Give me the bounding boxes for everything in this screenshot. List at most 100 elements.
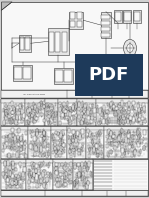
Bar — [133, 136, 135, 139]
Bar — [110, 103, 111, 108]
Bar — [32, 175, 33, 177]
Bar — [78, 149, 80, 152]
Bar — [96, 175, 98, 180]
Bar — [28, 169, 29, 172]
Bar — [76, 179, 77, 182]
Bar — [137, 113, 138, 115]
Bar — [97, 150, 99, 153]
Bar — [4, 168, 6, 170]
Bar — [16, 108, 18, 111]
Bar — [104, 166, 105, 171]
Bar — [79, 107, 80, 110]
Bar — [143, 146, 145, 148]
Bar — [112, 105, 115, 108]
Bar — [127, 131, 129, 135]
Bar — [43, 119, 45, 122]
Bar — [107, 120, 108, 125]
Bar — [115, 179, 117, 182]
Bar — [11, 147, 12, 149]
Bar — [74, 135, 75, 137]
Bar — [89, 148, 90, 151]
Bar — [69, 107, 71, 109]
Bar — [121, 155, 123, 158]
Bar — [101, 153, 103, 158]
Bar — [22, 172, 24, 177]
Bar — [78, 115, 80, 119]
Bar — [55, 32, 60, 52]
Bar — [14, 164, 16, 168]
Bar — [108, 153, 109, 157]
Bar — [86, 184, 88, 189]
Bar — [100, 180, 101, 184]
Bar — [20, 136, 22, 141]
Bar — [63, 167, 64, 169]
Bar — [133, 131, 134, 133]
Bar — [85, 161, 86, 165]
Bar — [77, 12, 82, 19]
Bar — [58, 163, 60, 167]
Bar — [32, 113, 35, 117]
Bar — [43, 170, 45, 172]
Bar — [46, 114, 48, 116]
Bar — [93, 159, 148, 190]
Bar — [93, 151, 94, 154]
Bar — [18, 111, 20, 115]
Bar — [5, 112, 7, 115]
Bar — [25, 99, 45, 103]
Bar — [4, 161, 6, 166]
Bar — [52, 151, 54, 154]
Bar — [113, 107, 115, 110]
Bar — [9, 166, 11, 169]
Bar — [89, 104, 92, 109]
Bar — [117, 110, 119, 112]
Bar — [121, 148, 124, 153]
Bar — [44, 141, 47, 143]
Bar — [134, 149, 136, 151]
Bar — [124, 120, 126, 123]
Bar — [54, 119, 56, 122]
Bar — [120, 119, 121, 125]
Bar — [94, 168, 97, 171]
Bar — [125, 119, 127, 122]
Bar — [22, 144, 23, 147]
Bar — [96, 154, 98, 156]
Bar — [99, 143, 101, 146]
Bar — [112, 169, 114, 172]
Bar — [14, 138, 16, 143]
Bar — [132, 135, 133, 140]
Bar — [44, 170, 46, 175]
Bar — [101, 178, 103, 181]
Bar — [135, 165, 138, 171]
Bar — [42, 105, 45, 108]
Bar — [48, 143, 49, 145]
Bar — [79, 117, 81, 123]
Bar — [134, 184, 135, 189]
Bar — [14, 118, 16, 124]
Bar — [113, 103, 114, 107]
Bar — [83, 115, 85, 119]
Bar — [51, 118, 53, 123]
Bar — [84, 110, 85, 113]
Bar — [141, 169, 142, 174]
Bar — [94, 166, 96, 169]
Bar — [32, 144, 34, 149]
Bar — [60, 148, 61, 152]
Bar — [76, 183, 78, 189]
Bar — [48, 109, 49, 112]
Bar — [43, 177, 45, 179]
Bar — [97, 142, 99, 147]
Bar — [78, 172, 80, 177]
Bar — [43, 129, 45, 133]
Bar — [21, 141, 23, 144]
Bar — [48, 150, 49, 156]
Bar — [14, 67, 22, 79]
Bar — [136, 162, 138, 167]
Bar — [6, 109, 7, 111]
Bar — [134, 12, 140, 21]
Bar — [100, 172, 102, 175]
Bar — [81, 108, 83, 112]
Bar — [32, 129, 33, 133]
Bar — [40, 183, 41, 186]
Bar — [67, 164, 69, 167]
Bar — [138, 135, 139, 140]
